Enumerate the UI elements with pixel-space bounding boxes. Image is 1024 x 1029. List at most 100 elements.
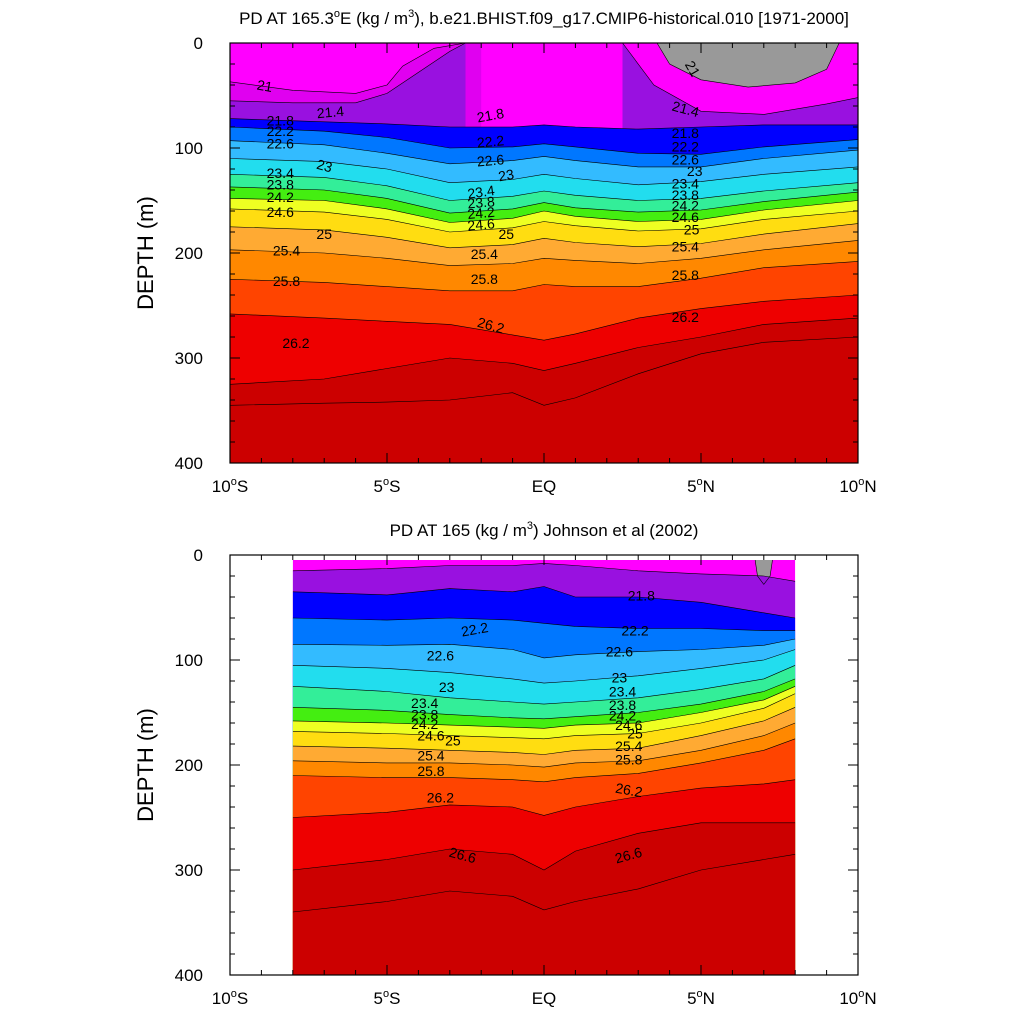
x-tick-label: EQ [532,477,557,496]
contour-label: 23.4 [466,182,495,202]
contour-label: 22.2 [476,132,505,150]
contour-label: 21.8 [672,125,699,141]
contour-label: 23.8 [411,706,438,722]
contour-label: 24.6 [467,215,496,233]
contour-label: 25 [316,226,332,242]
contour-band [292,854,796,975]
contour-line [292,586,796,619]
contour-label: 25.4 [615,738,642,754]
y-tick-label: 400 [175,966,203,985]
contour-fills: 21.822.2 22.222.6 22.6232323.423.423.823.8… [292,560,796,975]
contour-line [230,43,482,94]
contour-label: 22.6 [672,151,699,167]
contour-label: 22.2 [460,619,490,640]
contour-line [754,560,773,585]
panel-observations: PD AT 165 (kg / m3) Johnson et al (2002)… [133,520,877,1008]
contour-line [292,738,796,783]
x-tick-label: 10oS [212,988,248,1008]
contour-label: 24.2 [467,204,496,222]
contour-label: 25.4 [471,246,498,262]
contour-label: 25.8 [471,271,498,287]
contour-label: 26.2 [672,309,699,325]
contour-line [292,563,796,582]
contour-label: 22.6 [606,643,633,659]
contour-label: 22.2 [672,139,699,155]
contour-band [657,43,840,88]
contour-label: 24.2 [411,716,438,732]
contour-label: 26.6 [447,844,478,867]
contour-label: 23 [687,163,703,179]
contour-label: 24.2 [609,707,636,723]
contour-label: 23.4 [411,695,438,711]
contour-label: 23 [439,679,455,695]
panel-model: PD AT 165.3oE (kg / m3), b.e21.BHIST.f09… [133,8,877,496]
x-tick-label: 5oN [687,988,715,1008]
y-tick-label: 300 [175,861,203,880]
contour-label: 22.6 [476,151,505,169]
contour-label: 24.2 [672,198,699,214]
y-tick-label: 0 [194,546,203,565]
contour-label: 25.8 [615,752,642,768]
plot-area: 21.822.2 22.222.6 22.6232323.423.423.823.8… [175,546,877,1008]
contour-band [230,337,858,463]
contour-line [292,707,796,755]
y-tick-label: 0 [194,34,203,53]
contour-label: 26.2 [476,314,507,337]
contour-label: 22.6 [267,136,294,152]
contour-line [230,223,858,249]
x-tick-label: 5oN [687,476,715,496]
contour-label: 21.4 [316,103,345,121]
contour-label: 23.4 [672,175,699,191]
contour-label: 25.4 [273,243,300,259]
contour-line [230,240,858,266]
y-tick-label: 200 [175,756,203,775]
contour-label: 25.4 [672,238,699,254]
contour-line [230,208,858,233]
contour-label: 25.4 [417,747,444,763]
contour-label: 21 [682,58,704,80]
chart-title: PD AT 165.3oE (kg / m3), b.e21.BHIST.f09… [239,8,849,28]
contour-label: 26.2 [282,335,309,351]
contour-line [292,686,796,729]
contour-label: 25 [499,226,515,242]
contour-label: 22.6 [427,648,454,664]
contour-label: 25.8 [672,267,699,283]
contour-label: 26.2 [614,780,644,801]
y-tick-label: 200 [175,244,203,263]
contour-label: 24.6 [417,727,444,743]
contour-line [292,722,796,768]
contour-line [292,638,796,659]
x-tick-label: 5oS [374,988,401,1008]
x-tick-label: 10oN [839,988,876,1008]
y-axis-label: DEPTH (m) [133,196,158,310]
contour-line [230,126,858,155]
contour-label: 24.6 [267,204,294,220]
y-axis-label: DEPTH (m) [133,708,158,822]
x-tick-label: 5oS [374,476,401,496]
contour-label: 24.2 [267,189,294,205]
contour-label: 26.2 [427,789,454,805]
contour-label: 21.8 [267,112,294,128]
contour-label: 21.4 [670,98,701,121]
contour-label: 23 [497,166,515,184]
contour-label: 21.8 [628,588,655,604]
contour-label: 23.8 [267,177,294,193]
contour-line [230,158,858,186]
contour-label: 21.8 [476,105,506,126]
contour-line [292,779,796,818]
contour-label: 25 [684,222,700,238]
y-tick-label: 100 [175,651,203,670]
contour-line [292,822,796,871]
contour-line [292,854,796,913]
contour-label: 21 [256,77,274,95]
contour-line [230,43,466,104]
y-tick-label: 300 [175,349,203,368]
contour-label: 23.8 [609,697,636,713]
y-tick-label: 100 [175,139,203,158]
contour-label: 25 [627,725,643,741]
contour-line [230,198,858,223]
contour-line [230,317,858,385]
contour-label: 23 [612,670,628,686]
contour-label: 25.8 [417,763,444,779]
